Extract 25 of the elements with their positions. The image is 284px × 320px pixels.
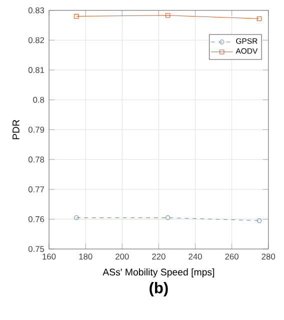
- point: [166, 215, 170, 220]
- x-tick-label: 260: [225, 254, 239, 260]
- x-axis-title: ASs' Mobility Speed [mps]: [102, 268, 214, 278]
- point: [166, 13, 170, 18]
- y-tick-label: 0.77: [28, 186, 44, 192]
- x-tick-label: 220: [152, 254, 166, 260]
- point: [74, 215, 79, 220]
- x-tick-label: 180: [79, 254, 92, 260]
- point: [256, 218, 262, 224]
- x-tick-label: 200: [116, 254, 129, 260]
- x-tick-label: 160: [42, 254, 56, 260]
- point: [74, 14, 79, 19]
- text: (b): [150, 282, 168, 296]
- y-tick-label: 0.75: [28, 246, 44, 252]
- y-tick-label: 0.8: [33, 96, 44, 103]
- x-tick-label: 280: [262, 254, 276, 260]
- y-tick-label: 0.81: [28, 67, 44, 73]
- y-tick-label: 0.79: [28, 126, 44, 133]
- y-tick-label: 0.83: [28, 7, 44, 14]
- y-tick-label: 0.78: [28, 156, 44, 162]
- y-axis-title: PDR: [12, 120, 20, 140]
- point: [256, 16, 262, 21]
- y-tick-label: 0.76: [28, 216, 44, 222]
- y-tick-label: 0.82: [28, 37, 44, 44]
- x-tick-label: 240: [188, 254, 202, 260]
